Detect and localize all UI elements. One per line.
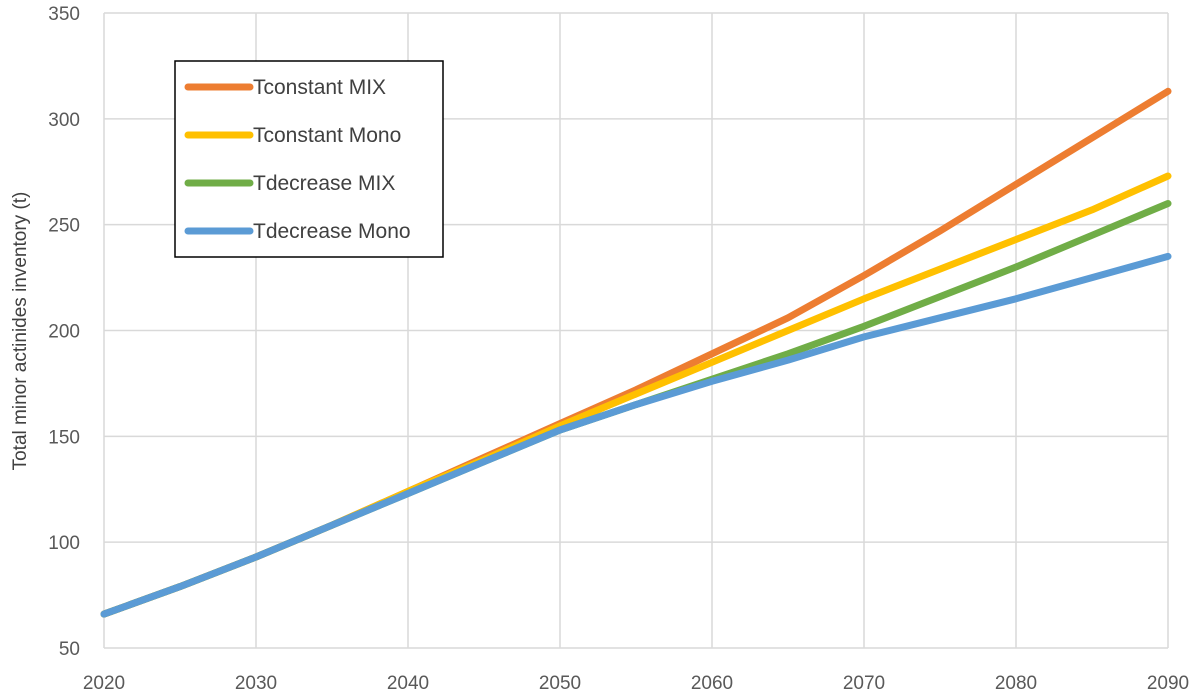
x-tick-label-1: 2030 [235,673,277,694]
legend: Tconstant MIX Tconstant Mono Tdecrease MIX… [174,60,444,258]
y-tick-label-2: 150 [48,427,80,448]
legend-box [174,60,444,258]
y-axis-ticks: 50 100 150 200 250 300 350 [48,4,80,660]
y-tick-label-0: 50 [59,639,80,660]
y-tick-label-6: 350 [48,4,80,25]
y-axis-label: Total minor actinides inventory (t) [10,192,31,471]
series-lines [100,87,1172,618]
legend-label-0: Tconstant MIX [253,76,386,99]
y-tick-label-4: 250 [48,216,80,237]
x-axis-ticks: 2020 2030 2040 2050 2060 2070 2080 2090 [83,673,1189,694]
x-tick-label-6: 2080 [995,673,1037,694]
x-tick-label-3: 2050 [539,673,581,694]
legend-label-3: Tdecrease Mono [253,220,411,243]
x-tick-label-5: 2070 [843,673,885,694]
y-tick-label-3: 200 [48,322,80,343]
x-tick-label-2: 2040 [387,673,429,694]
x-tick-label-7: 2090 [1147,673,1189,694]
series-line-3 [100,252,1172,618]
legend-label-1: Tconstant Mono [253,124,401,147]
y-tick-label-5: 300 [48,110,80,131]
x-tick-label-0: 2020 [83,673,125,694]
y-tick-label-1: 100 [48,533,80,554]
x-tick-label-4: 2060 [691,673,733,694]
legend-label-2: Tdecrease MIX [253,172,395,195]
